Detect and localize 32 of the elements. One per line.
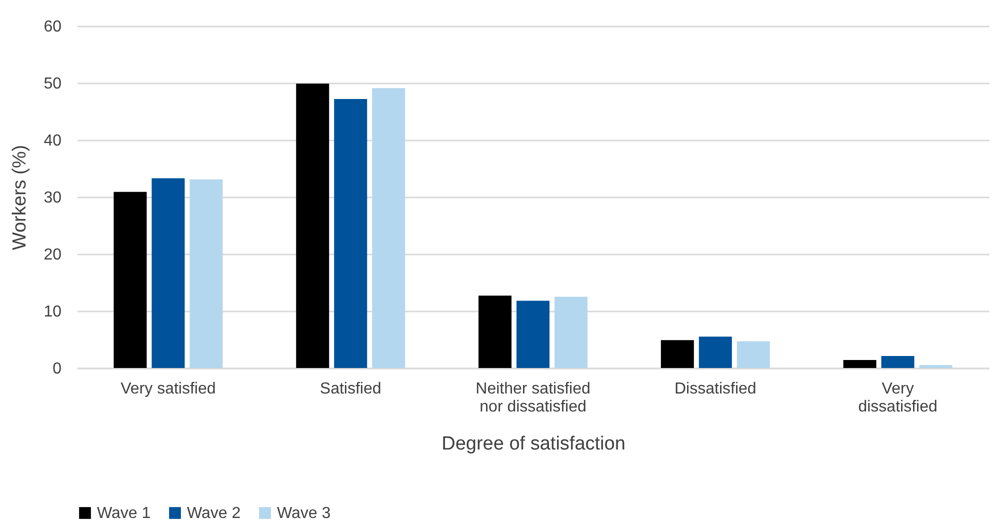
bar — [919, 365, 952, 368]
y-axis-title: Workers (%) — [10, 144, 31, 250]
y-tick-label: 40 — [44, 132, 62, 150]
x-tick-label: Very dissatisfied — [858, 380, 938, 416]
legend-label: Wave 3 — [277, 505, 331, 522]
bar — [698, 336, 732, 368]
bar — [152, 178, 185, 368]
bar — [334, 98, 368, 368]
bar — [516, 300, 550, 368]
x-axis-title: Degree of satisfaction — [442, 434, 626, 454]
bar — [881, 356, 914, 368]
bar — [554, 296, 588, 368]
x-tick-label: Very satisfied — [120, 380, 216, 398]
bar — [114, 192, 147, 368]
legend-label: Wave 1 — [97, 505, 151, 522]
bar — [372, 88, 406, 368]
y-tick-label: 10 — [44, 304, 62, 320]
legend-label: Wave 2 — [187, 505, 241, 522]
x-tick-label: Satisfied — [320, 380, 382, 398]
bar — [296, 84, 330, 368]
y-tick-label: 0 — [52, 360, 62, 378]
x-tick-label: Neither satisfied nor dissatisfied — [476, 380, 590, 416]
bar — [478, 296, 512, 368]
x-tick-label: Dissatisfied — [674, 380, 756, 398]
bar — [736, 341, 770, 368]
bar — [660, 340, 694, 368]
y-tick-label: 30 — [44, 190, 62, 206]
bar — [190, 179, 223, 368]
y-tick-label: 50 — [44, 76, 62, 92]
y-tick-label: 20 — [44, 246, 62, 264]
bar — [843, 360, 876, 368]
y-tick-label: 60 — [44, 18, 62, 36]
